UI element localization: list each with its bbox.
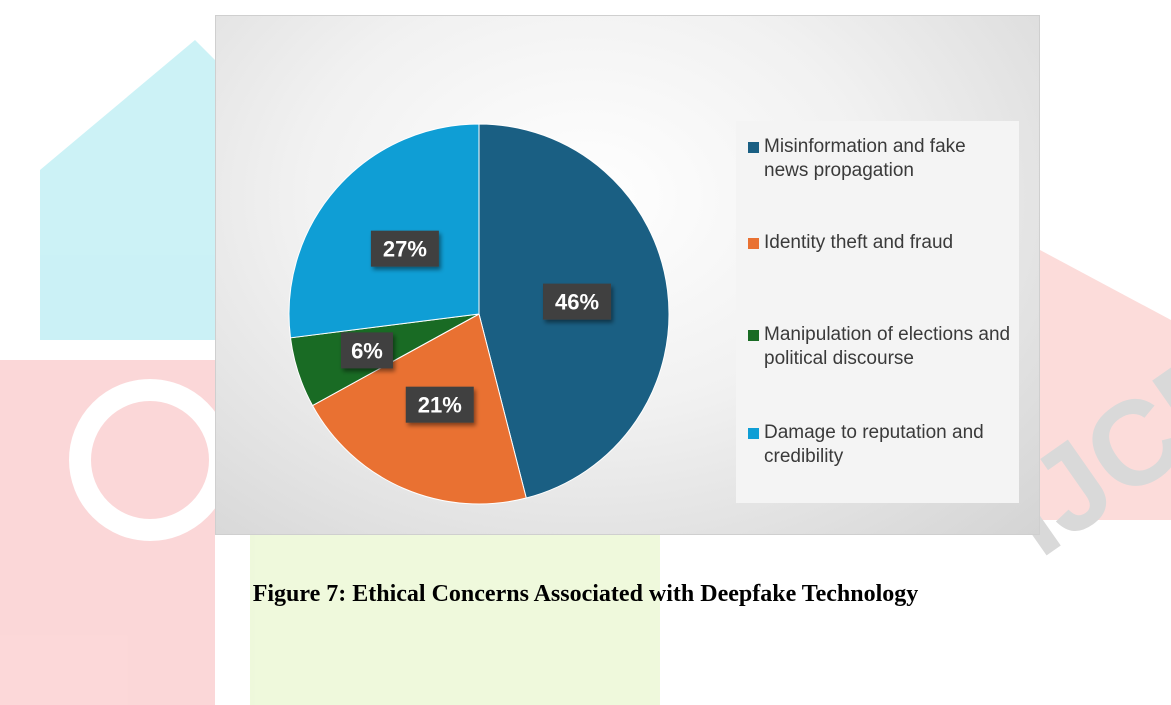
legend-swatch	[748, 142, 759, 153]
legend-item-damage-to-reputation-and-credibility: Damage to reputation and credibility	[748, 421, 1011, 469]
legend-swatch	[748, 428, 759, 439]
legend-item-identity-theft-and-fraud: Identity theft and fraud	[748, 231, 1011, 255]
data-label-text: 6%	[351, 338, 383, 363]
legend-item-misinformation-and-fake-news-propagation: Misinformation and fake news propagation	[748, 135, 1011, 183]
data-label-text: 21%	[418, 393, 462, 418]
legend-item-manipulation-of-elections-and-political-discourse: Manipulation of elections and political …	[748, 323, 1011, 371]
data-label-manipulation-of-elections-and-political-discourse: 6%	[340, 332, 393, 369]
legend-swatch	[748, 238, 759, 249]
figure-caption: Figure 7: Ethical Concerns Associated wi…	[252, 581, 919, 607]
data-label-damage-to-reputation-and-credibility: 27%	[370, 230, 439, 267]
legend-label: Manipulation of elections and political …	[764, 324, 1011, 369]
legend-label: Misinformation and fake news propagation	[764, 136, 966, 181]
chart-area: 46% 21% 6% 27% Misinformation and fake news…	[215, 15, 1040, 535]
data-label-identity-theft-and-fraud: 21%	[405, 386, 474, 423]
chart-legend: Misinformation and fake news propagation…	[736, 121, 1019, 503]
legend-label: Identity theft and fraud	[764, 232, 954, 253]
data-label-text: 46%	[555, 290, 599, 315]
data-label-misinformation-and-fake-news-propagation: 46%	[543, 283, 612, 320]
legend-label: Damage to reputation and credibility	[764, 422, 984, 467]
data-label-text: 27%	[383, 237, 427, 262]
pie-chart: 46% 21% 6% 27%	[288, 123, 670, 505]
legend-swatch	[748, 330, 759, 341]
